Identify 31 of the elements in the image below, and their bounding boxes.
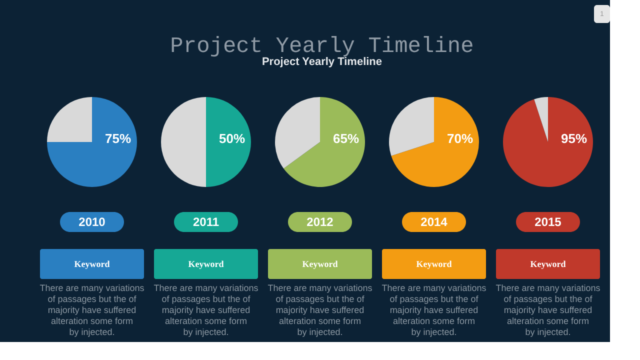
- pie-slice: [47, 97, 137, 187]
- text: There are many variations of passages but the of majority have suffered alteration some form by injected.: [154, 283, 259, 337]
- text: There are many variations of passages but the of majority have suffered alteration some form by injected.: [496, 283, 601, 337]
- data-label: 65%: [332, 131, 360, 146]
- pie-slice: [206, 97, 251, 187]
- text: 2012: [306, 215, 334, 229]
- data-label: 95%: [560, 131, 588, 146]
- data-label: 70%: [446, 131, 474, 146]
- text: There are many variations of passages but the of majority have suffered alteration some form by injected.: [40, 283, 145, 337]
- data-label: 50%: [218, 131, 246, 146]
- pie-slice: [47, 97, 92, 142]
- text: 2011: [192, 215, 220, 229]
- pie-slice: [534, 97, 548, 142]
- data-label: 75%: [104, 131, 132, 146]
- text: 2015: [534, 215, 562, 229]
- text: Keyword: [416, 259, 452, 269]
- text: 2010: [78, 215, 106, 229]
- text: Keyword: [74, 259, 110, 269]
- text: Keyword: [188, 259, 224, 269]
- pie-slice: [389, 97, 434, 156]
- text: Project Yearly Timeline: [262, 56, 382, 68]
- text: Keyword: [530, 259, 566, 269]
- pie-slice: [391, 97, 479, 187]
- pie-slice: [275, 97, 320, 168]
- pie-slice: [503, 97, 593, 187]
- pie-slice: [284, 97, 365, 187]
- text: There are many variations of passages but the of majority have suffered alteration some form by injected.: [268, 283, 373, 337]
- pie-slice: [161, 97, 206, 187]
- text: Keyword: [302, 259, 338, 269]
- text: 2014: [420, 215, 448, 229]
- text: There are many variations of passages but the of majority have suffered alteration some form by injected.: [382, 283, 487, 337]
